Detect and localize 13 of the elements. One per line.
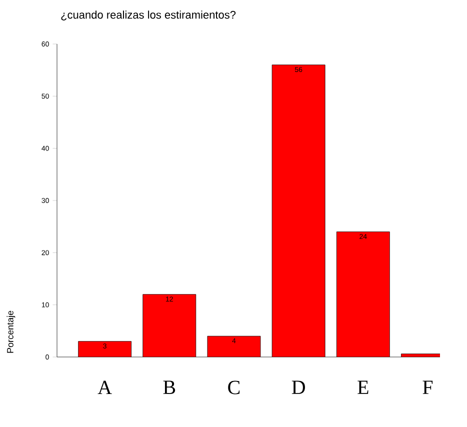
bar [272,64,326,357]
y-axis-title: Porcentaje [6,310,16,353]
bar [207,336,260,357]
x-tick-label: A [98,380,112,394]
chart-title: ¿cuando realizas los estiramientos? [61,10,236,20]
x-tick-label: D [292,380,305,394]
x-tick-label: E [358,380,368,394]
bar [142,294,196,357]
x-tick-label: B [163,380,176,394]
x-tick-label: C [228,380,240,394]
bar [78,341,132,357]
x-tick-label: F [422,380,433,394]
bar [336,232,390,357]
